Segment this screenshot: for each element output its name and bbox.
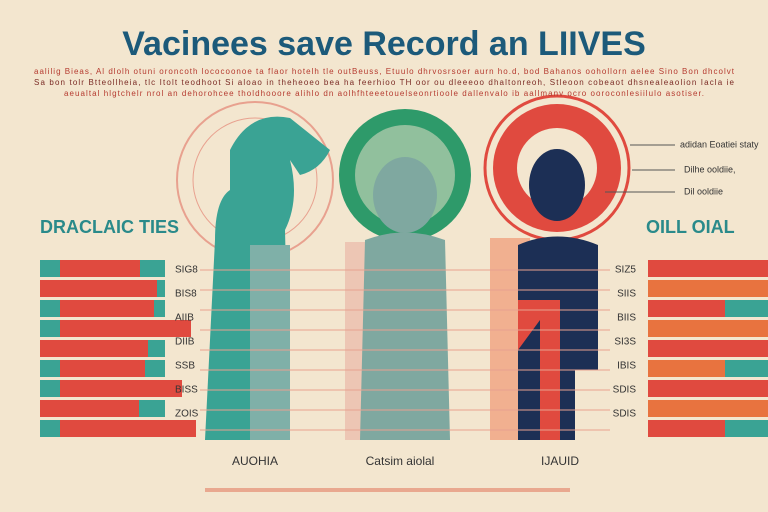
figure xyxy=(250,245,290,440)
panel-label: DIIB xyxy=(175,337,195,348)
figure-label: Catsim aiolal xyxy=(366,454,435,468)
stripe xyxy=(40,400,139,417)
figure xyxy=(373,157,437,233)
panel-heading: OILL OIAL xyxy=(646,217,735,237)
stripe xyxy=(648,400,768,417)
subtitle: aalilig Bieas, Al dlolh otuni oroncoth l… xyxy=(34,67,735,76)
stripe xyxy=(725,300,768,317)
stripe xyxy=(648,380,768,397)
stripe xyxy=(60,420,196,437)
panel-label: SI3S xyxy=(614,337,636,348)
stripe xyxy=(648,260,768,277)
figure xyxy=(360,232,450,440)
stripe xyxy=(60,380,182,397)
panel-label: SSB xyxy=(175,361,195,372)
panel-label: SDIS xyxy=(613,409,637,420)
stripe xyxy=(60,300,154,317)
callout: adidan Eoatiei staty xyxy=(680,139,759,149)
panel-label: BIIS xyxy=(617,313,636,324)
panel-label: SIZ5 xyxy=(615,265,637,276)
panel-heading: DRACLAIC TIES xyxy=(40,217,179,237)
stripe xyxy=(648,280,768,297)
stripe xyxy=(60,320,191,337)
title: Vacinees save Record an LIIVES xyxy=(122,25,646,63)
decoration xyxy=(40,94,768,492)
figure-label: AUOHIA xyxy=(232,454,278,468)
panel-label: SIG8 xyxy=(175,265,198,276)
stripe xyxy=(60,360,145,377)
stripe xyxy=(648,340,768,357)
figure-label: IJAUID xyxy=(541,454,579,468)
panel-label: IBIS xyxy=(617,361,636,372)
stripe xyxy=(725,420,768,437)
callout: Dil ooldiie xyxy=(684,186,723,196)
stripe xyxy=(725,360,768,377)
figure xyxy=(529,149,585,221)
stripe xyxy=(40,280,157,297)
figure xyxy=(518,300,560,440)
panel-label: ZOIS xyxy=(175,409,199,420)
footer-bar xyxy=(205,488,570,492)
subtitle: aeualtal hlgtchelr nrol an dehorohcee th… xyxy=(64,89,704,98)
panel-label: SIIS xyxy=(617,289,636,300)
stripe xyxy=(60,260,140,277)
stripe xyxy=(648,320,768,337)
callout: Dilhe ooldiie, xyxy=(684,164,736,174)
panel-label: BISS xyxy=(175,385,198,396)
panel-label: BIS8 xyxy=(175,289,197,300)
stripe xyxy=(40,340,148,357)
panel-label: AIIB xyxy=(175,313,194,324)
panel-label: SDIS xyxy=(613,385,637,396)
